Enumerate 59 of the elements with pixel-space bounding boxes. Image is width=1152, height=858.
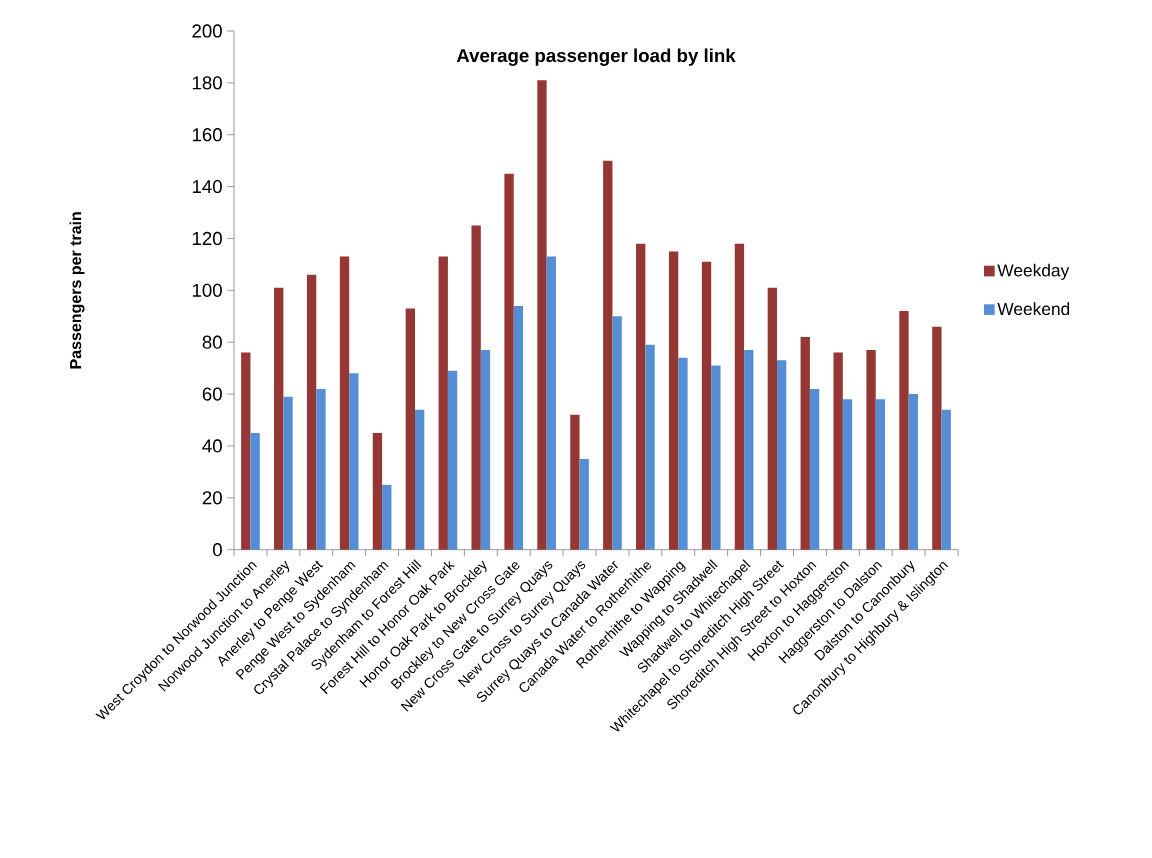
- bar: [339, 256, 350, 550]
- bar: [842, 399, 853, 550]
- bar: [241, 352, 251, 550]
- text: Average passenger load by link: [456, 48, 736, 66]
- bar: [382, 484, 392, 550]
- bar: [579, 458, 589, 550]
- y-tick-label: 120: [192, 231, 222, 246]
- bar: [612, 316, 622, 550]
- bar: [504, 173, 514, 550]
- y-axis-title: Passengers per train: [69, 212, 85, 369]
- bar: [908, 394, 918, 550]
- bar: [866, 349, 876, 550]
- bar: [800, 337, 810, 550]
- bar: [283, 396, 293, 550]
- bar: [744, 349, 754, 550]
- legend-label: Weekend: [997, 302, 1070, 316]
- bar: [636, 243, 646, 550]
- legend-label: Weekday: [997, 263, 1070, 280]
- y-tick-label: 200: [192, 24, 222, 38]
- y-tick-label: 80: [202, 335, 222, 349]
- y-tick-label: 60: [202, 387, 222, 401]
- bar: [777, 360, 787, 550]
- bar: [438, 256, 448, 550]
- bar: [701, 261, 712, 550]
- bar: [274, 287, 284, 550]
- bar: [734, 243, 745, 550]
- y-tick-label: 140: [192, 179, 222, 194]
- bar: [537, 80, 547, 550]
- y-tick-label: 180: [192, 76, 222, 90]
- bar: [316, 388, 326, 550]
- y-tick-label: 100: [192, 283, 222, 297]
- bar: [306, 274, 317, 550]
- bar: [767, 287, 778, 550]
- bar: [899, 311, 909, 550]
- bar: [372, 432, 383, 550]
- bar: [678, 357, 688, 550]
- bar: [546, 256, 556, 550]
- bar: [250, 432, 260, 550]
- bar: [603, 160, 613, 550]
- y-tick-label: 160: [192, 128, 222, 142]
- y-tick-label: 0: [212, 543, 222, 557]
- bar: [875, 399, 886, 550]
- bar: [447, 370, 458, 550]
- bar: [471, 225, 481, 550]
- y-tick-label: 40: [202, 439, 222, 453]
- bar: [941, 409, 951, 550]
- bar: [349, 373, 359, 550]
- y-tick-label: 20: [202, 491, 222, 505]
- bar: [668, 251, 679, 550]
- bar: [809, 388, 820, 550]
- bar: [833, 352, 843, 550]
- bar: [645, 344, 655, 550]
- bar: [415, 409, 425, 550]
- bar: [513, 305, 524, 550]
- bar: [405, 308, 416, 550]
- bar: [711, 365, 721, 550]
- bar: [570, 414, 580, 550]
- bar: [932, 326, 942, 550]
- bar: [480, 349, 491, 550]
